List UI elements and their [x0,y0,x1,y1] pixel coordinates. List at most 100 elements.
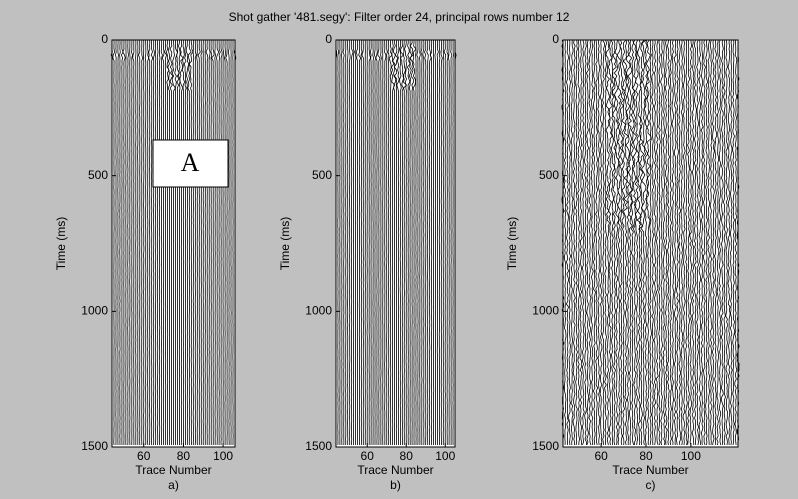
x-tick-label: 100 [435,449,455,463]
trace [392,40,397,446]
trace [638,39,645,446]
trace [722,39,726,446]
traces [110,39,237,446]
trace [393,40,399,446]
trace [387,40,390,446]
y-axis-label: Time (ms) [278,217,292,271]
y-tick-label: 1500 [81,439,108,453]
trace [604,39,608,446]
trace [354,40,357,446]
trace [727,39,731,446]
trace [605,39,611,446]
trace [373,39,377,445]
y-tick-label: 0 [101,32,108,46]
trace [412,40,417,446]
trace [590,39,594,446]
x-axis-label: Trace Number [135,463,211,477]
trace [700,39,704,446]
trace [660,39,664,446]
trace [563,39,567,446]
trace [150,40,154,446]
figure-title: Shot gather '481.segy': Filter order 24,… [229,10,570,24]
axes-frame [562,39,739,448]
trace [188,39,194,445]
y-tick-label: 0 [552,32,559,46]
trace [621,39,627,446]
x-tick-label: 60 [361,449,375,463]
trace [645,39,652,446]
trace [185,39,190,446]
x-axis-label: Trace Number [357,463,433,477]
y-tick-label: 500 [539,168,559,182]
trace [633,39,640,446]
trace [396,39,400,446]
trace [691,39,695,446]
trace [131,40,133,445]
y-axis-label: Time (ms) [505,217,519,271]
x-tick-label: 60 [594,449,608,463]
trace [689,39,693,446]
trace [174,39,178,446]
trace [152,40,155,446]
y-tick-label: 1000 [305,304,332,318]
trace [352,39,355,445]
trace [420,39,423,445]
trace [368,40,371,445]
trace [154,39,157,445]
trace [402,40,408,445]
trace [651,39,655,446]
trace [565,39,570,446]
trace [216,39,220,446]
trace [142,39,145,445]
trace [698,39,702,445]
trace [680,39,684,446]
trace [616,39,622,446]
y-tick-label: 1000 [532,304,559,318]
panel-caption: a) [168,478,179,492]
trace [592,39,596,446]
trace [575,39,578,446]
trace [568,39,572,446]
trace [440,39,443,445]
trace [214,40,217,446]
trace [630,39,636,446]
trace [671,39,675,446]
trace [452,39,454,446]
trace [208,40,211,445]
trace [157,39,159,446]
trace [416,40,419,446]
trace [714,39,718,446]
x-axis-label: Trace Number [612,463,688,477]
trace [192,40,195,445]
trace [159,39,161,445]
trace [164,39,168,446]
trace [361,40,364,445]
trace [222,40,225,446]
trace [732,39,736,446]
trace [400,39,405,445]
trace [450,39,453,445]
trace [399,40,402,446]
trace [141,40,144,445]
trace [337,40,340,446]
trace [200,39,203,445]
trace [181,39,186,446]
trace [171,40,176,446]
trace [586,39,590,446]
trace [438,39,441,446]
trace [169,40,174,445]
trace [426,40,429,445]
trace [579,40,583,446]
trace [205,40,209,445]
trace [678,39,682,446]
trace [210,39,213,446]
trace [664,39,668,446]
trace [419,39,421,445]
trace [734,40,738,446]
traces [335,39,457,446]
trace [120,39,124,446]
trace [176,40,180,445]
trace [147,39,150,446]
axes-frame [335,39,456,448]
